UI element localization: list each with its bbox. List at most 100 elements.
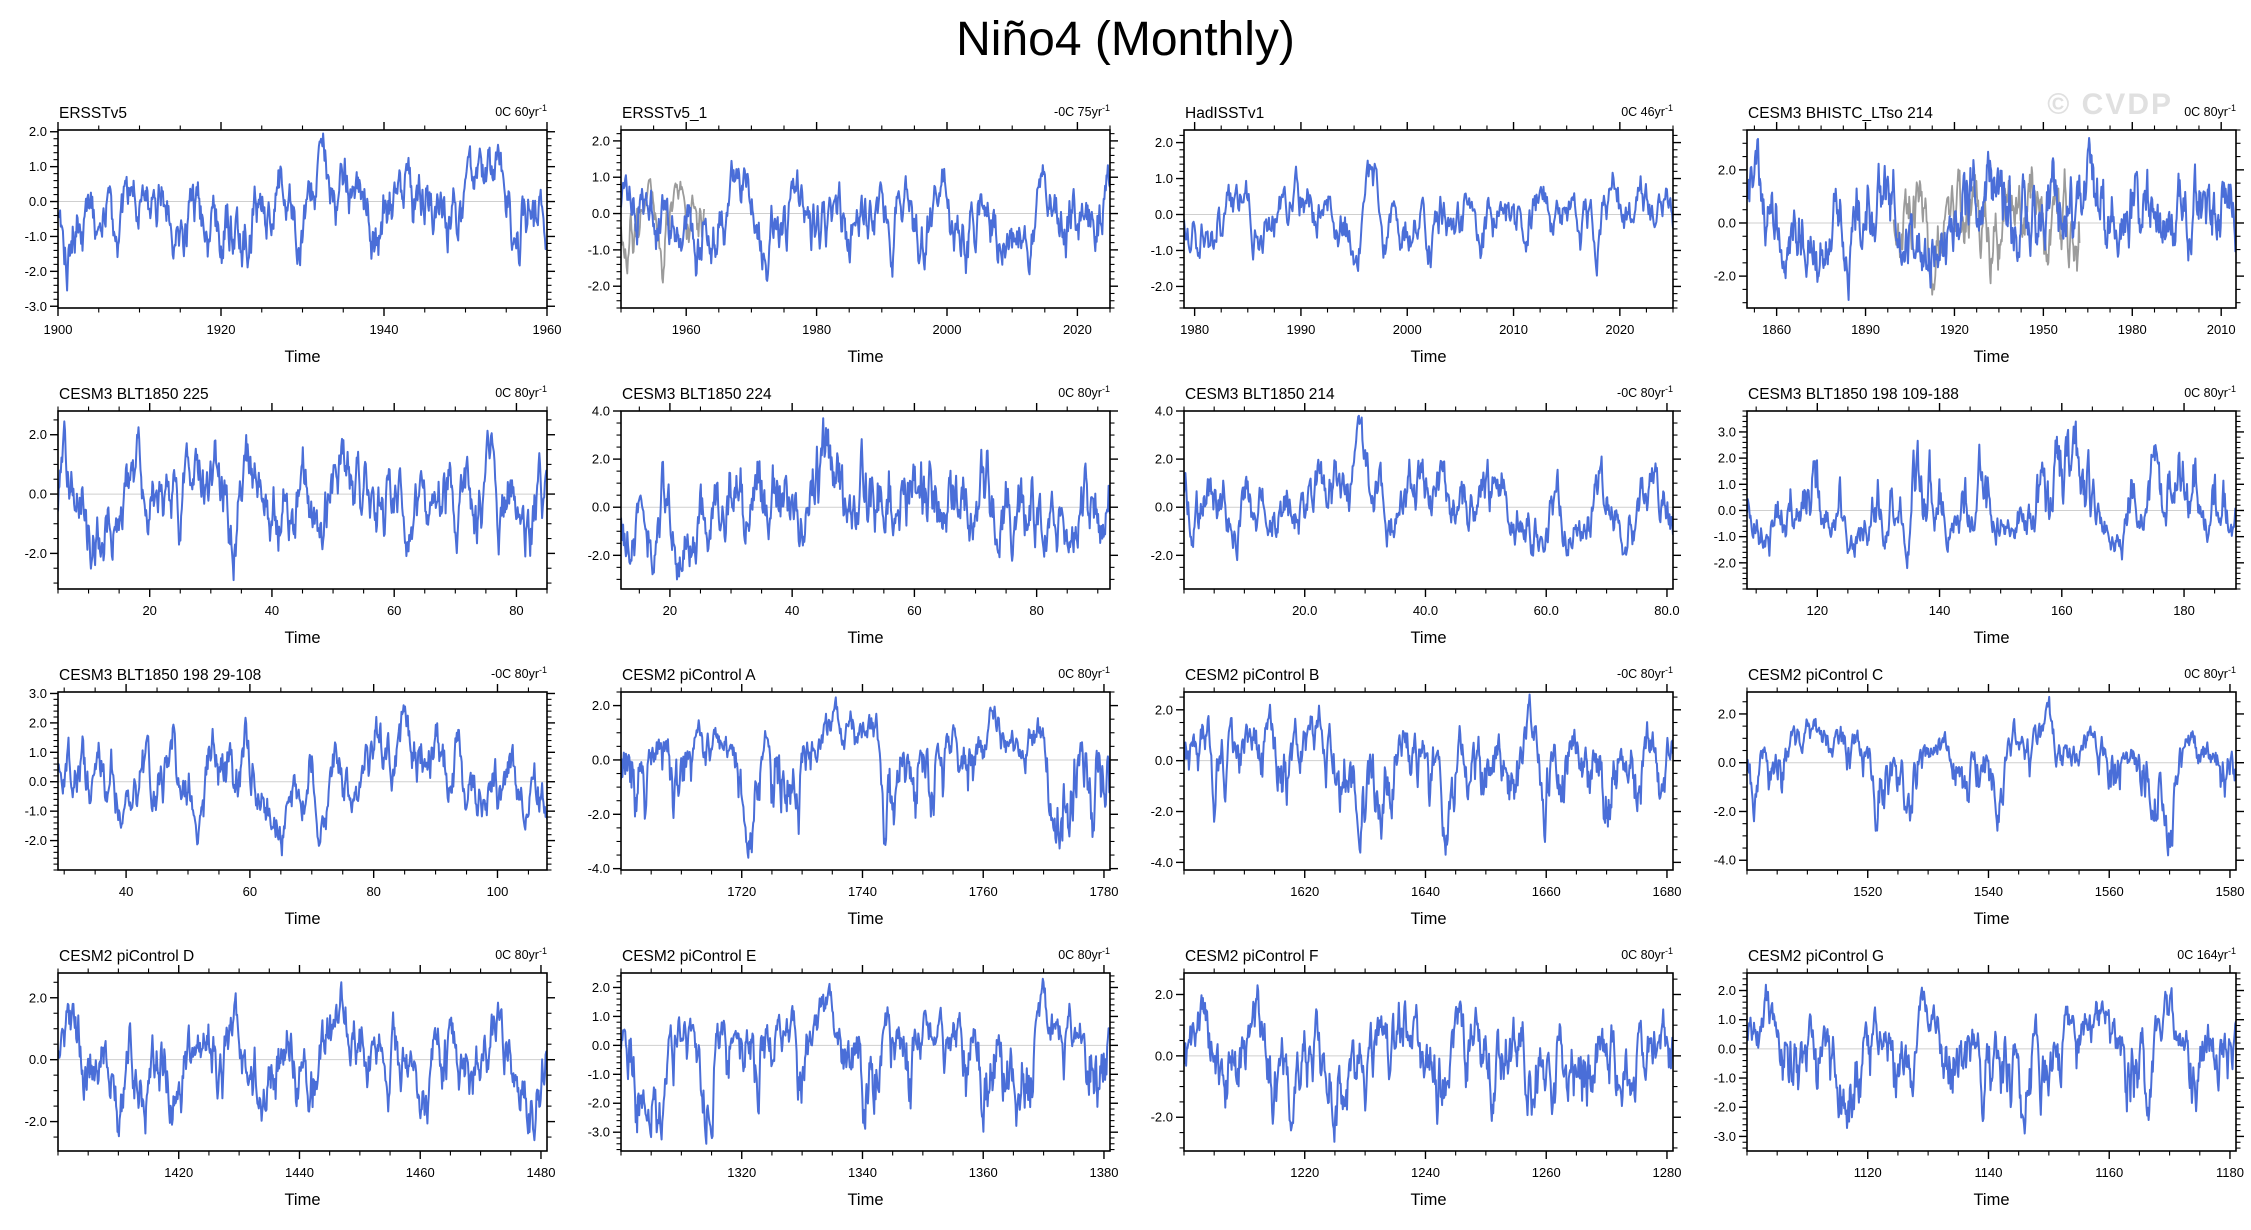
x-tick-label: 2020	[1605, 322, 1634, 337]
panel-title: CESM3 BLT1850 214	[1185, 386, 1335, 403]
y-tick-label: -2.0	[1151, 548, 1173, 563]
x-tick-label: 1960	[533, 322, 562, 337]
panel-cesm2-picontrol-a: 1720 1740 1760 1780 2.0 0.0 -2.0 -4.0 CESM2 piCo…	[564, 654, 1126, 935]
x-tick-label: 60	[243, 884, 257, 899]
y-tick-label: 2.0	[1155, 987, 1173, 1002]
panel-cesm3-blt1850-198-109-188: 120 140 160 180 3.0 2.0 1.0 0.0 -1.0 -2.0 CESM3 BL…	[1690, 373, 2251, 654]
nino4-anomaly-series	[1184, 984, 1673, 1143]
x-tick-label: 40	[265, 603, 279, 618]
nino4-anomaly-series	[621, 417, 1110, 581]
trend-annotation: 0C 80yr-1	[495, 384, 547, 400]
axis-ticks	[50, 122, 555, 316]
y-tick-label: 2.0	[1718, 706, 1736, 721]
y-tick-label: 0.0	[29, 487, 47, 502]
panel-ersstv5-1: 1960 1980 2000 2020 2.0 1.0 0.0 -1.0 -2.0 ERSSTv5…	[564, 92, 1126, 373]
time-axis-label: Time	[1410, 348, 1446, 366]
y-tick-label: 1.0	[29, 159, 47, 174]
y-tick-label: -2.0	[1151, 1110, 1173, 1125]
y-tick-label: -4.0	[588, 861, 610, 876]
trend-annotation: 0C 46yr-1	[1621, 103, 1673, 119]
x-tick-label: 80	[509, 603, 523, 618]
x-tick-label: 2000	[1393, 322, 1422, 337]
panel-title: CESM3 BHISTC_LTso 214	[1748, 105, 1933, 122]
x-tick-label: 1420	[164, 1165, 193, 1180]
panel-title: CESM2 piControl D	[59, 948, 194, 965]
x-tick-label: 1660	[1532, 884, 1561, 899]
x-tick-label: 2020	[1063, 322, 1092, 337]
x-tick-label: 40	[119, 884, 133, 899]
nino4-anomaly-series	[1747, 420, 2236, 570]
nino4-anomaly-series	[1184, 159, 1673, 277]
chart-hadisstv1: 1980 1990 2000 2010 2020 2.0 1.0 0.0 -1.0 -2.0 Had…	[1151, 103, 1681, 366]
panel-title: CESM2 piControl C	[1748, 667, 1883, 684]
chart-cesm3-blt1850-198-29-108: 40 60 80 100 3.0 2.0 1.0 0.0 -1.0 -2.0 CESM3 BLT18…	[25, 665, 555, 928]
y-tick-label: 1.0	[29, 745, 47, 760]
chart-cesm2-picontrol-g: 1120 1140 1160 1180 2.0 1.0 0.0 -1.0 -2.0 -3.0 CES…	[1714, 946, 2244, 1209]
y-tick-label: -2.0	[1714, 1100, 1736, 1115]
panel-cesm3-blt1850-214: 20.0 40.0 60.0 80.0 4.0 2.0 0.0 -2.0 CESM3 BLT18…	[1127, 373, 1689, 654]
y-tick-label: -2.0	[588, 279, 610, 294]
time-axis-label: Time	[847, 348, 883, 366]
trend-annotation: -0C 80yr-1	[1617, 384, 1673, 400]
axis-ticks	[613, 403, 1118, 597]
axis-ticks	[50, 965, 555, 1159]
panel-cesm2-picontrol-c: 1520 1540 1560 1580 2.0 0.0 -2.0 -4.0 CESM2 piCo…	[1690, 654, 2251, 935]
y-tick-label: -2.0	[588, 1096, 610, 1111]
x-tick-label: 1480	[527, 1165, 556, 1180]
x-tick-label: 100	[487, 884, 509, 899]
y-tick-label: 4.0	[1155, 404, 1173, 419]
y-tick-label: 0.0	[592, 206, 610, 221]
y-tick-label: 0.0	[1155, 1048, 1173, 1063]
panel-title: CESM2 piControl F	[1185, 948, 1319, 965]
chart-cesm2-picontrol-b: 1620 1640 1660 1680 2.0 0.0 -2.0 -4.0 CESM2 piCo…	[1151, 665, 1682, 928]
trend-annotation: 0C 80yr-1	[1058, 946, 1110, 962]
nino4-anomaly-series	[621, 159, 1110, 282]
panel-ersstv5: 1900 1920 1940 1960 2.0 1.0 0.0 -1.0 -2.0 -3.0 ERS…	[1, 92, 563, 373]
nino4-anomaly-series	[1184, 414, 1673, 562]
panel-cesm3-blt1850-224: 20 40 60 80 4.0 2.0 0.0 -2.0 CESM3 BLT1850 224 0C…	[564, 373, 1126, 654]
nino4-anomaly-series	[621, 696, 1110, 859]
panel-title: CESM3 BLT1850 224	[622, 386, 772, 403]
trend-annotation: -0C 80yr-1	[491, 665, 547, 681]
axis-ticks	[1176, 684, 1681, 878]
x-tick-label: 1220	[1290, 1165, 1319, 1180]
x-tick-label: 1920	[207, 322, 236, 337]
chart-cesm3-blt1850-214: 20.0 40.0 60.0 80.0 4.0 2.0 0.0 -2.0 CESM3 BLT18…	[1151, 384, 1681, 647]
x-tick-label: 1180	[2216, 1165, 2244, 1180]
x-tick-label: 1740	[848, 884, 877, 899]
y-tick-label: -4.0	[1714, 853, 1736, 868]
y-tick-label: 2.0	[1718, 162, 1736, 177]
panel-title: CESM3 BLT1850 198 109-188	[1748, 386, 1959, 403]
panel-cesm3-blt1850-225: 20 40 60 80 2.0 0.0 -2.0 CESM3 BLT1850 225 0C 80…	[1, 373, 563, 654]
plot-box	[620, 691, 1111, 871]
y-tick-label: -2.0	[25, 546, 47, 561]
x-tick-label: 40	[785, 603, 799, 618]
x-tick-label: 180	[2173, 603, 2195, 618]
y-tick-label: 2.0	[592, 980, 610, 995]
trend-annotation: 0C 80yr-1	[2184, 103, 2236, 119]
axis-ticks	[50, 684, 555, 878]
y-tick-label: 2.0	[1718, 451, 1736, 466]
y-tick-label: 4.0	[592, 404, 610, 419]
panel-title: CESM2 piControl A	[622, 667, 756, 684]
chart-cesm3-blt1850-224: 20 40 60 80 4.0 2.0 0.0 -2.0 CESM3 BLT1850 224 0C…	[588, 384, 1118, 647]
plot-box	[1746, 972, 2237, 1152]
time-axis-label: Time	[1973, 348, 2009, 366]
nino4-anomaly-series	[58, 981, 547, 1142]
y-tick-label: -2.0	[1714, 804, 1736, 819]
panel-title: CESM3 BLT1850 225	[59, 386, 209, 403]
chart-cesm2-picontrol-d: 1420 1440 1460 1480 2.0 0.0 -2.0 CESM2 piContro…	[25, 946, 556, 1209]
nino4-anomaly-series	[58, 704, 547, 857]
panel-cesm2-picontrol-f: 1220 1240 1260 1280 2.0 0.0 -2.0 CESM2 piContro…	[1127, 935, 1689, 1216]
nino4-anomaly-series	[1184, 693, 1673, 856]
x-tick-label: 80.0	[1654, 603, 1679, 618]
x-tick-label: 1680	[1653, 884, 1682, 899]
x-tick-label: 1890	[1851, 322, 1880, 337]
trend-annotation: 0C 80yr-1	[1621, 946, 1673, 962]
x-tick-label: 1360	[969, 1165, 998, 1180]
x-tick-label: 1900	[44, 322, 73, 337]
plot-box	[57, 691, 548, 871]
plot-box	[57, 410, 548, 590]
x-tick-label: 140	[1929, 603, 1951, 618]
plot-box	[1746, 129, 2237, 309]
